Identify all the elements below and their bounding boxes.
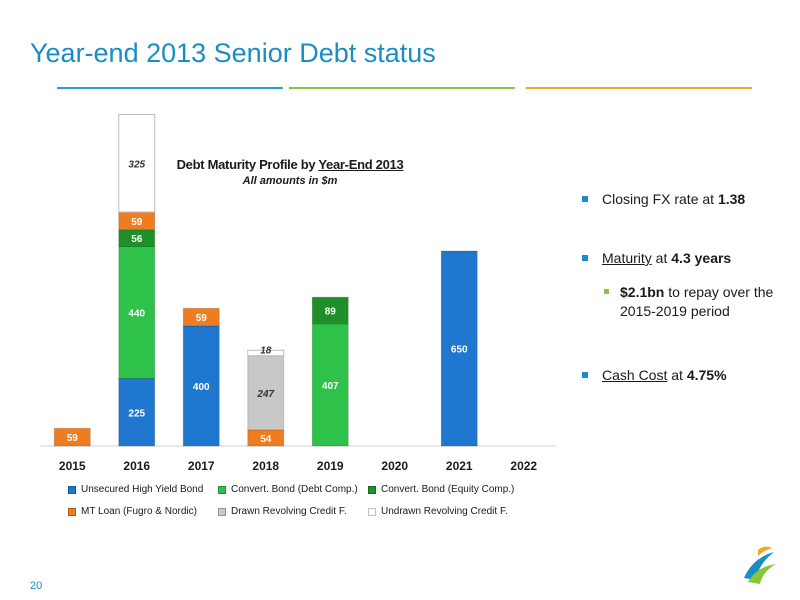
x-tick-label: 2022 bbox=[510, 459, 537, 473]
x-tick-label: 2019 bbox=[317, 459, 344, 473]
repay-amount: $2.1bn bbox=[620, 284, 665, 300]
chart-title: Debt Maturity Profile by Year-End 2013 bbox=[40, 157, 540, 172]
bar-segment bbox=[247, 349, 285, 357]
data-label: 89 bbox=[325, 307, 337, 318]
legend-item: Convert. Bond (Debt Comp.) bbox=[218, 484, 358, 495]
bar-segment bbox=[182, 307, 220, 327]
legend-item: MT Loan (Fugro & Nordic) bbox=[68, 506, 197, 517]
cash-cost-label: Cash Cost bbox=[602, 367, 668, 383]
repay-text: to repay over the 2015-2019 period bbox=[620, 284, 774, 319]
bar-segment bbox=[53, 427, 91, 447]
chart-title-prefix: Debt Maturity Profile by bbox=[176, 157, 319, 172]
bar-segment bbox=[440, 250, 478, 447]
chart-subtitle: All amounts in $m bbox=[242, 175, 338, 187]
data-label: 59 bbox=[131, 217, 143, 228]
bullet-fx-rate: Closing FX rate at 1.38 bbox=[582, 190, 745, 209]
legend-swatch bbox=[368, 507, 376, 516]
data-label: 225 bbox=[128, 408, 145, 419]
cash-cost-connector: at bbox=[667, 367, 687, 383]
title-rule-green bbox=[289, 87, 515, 89]
sub-bullet-repay: $2.1bn to repay over the 2015-2019 perio… bbox=[604, 283, 774, 321]
legend-label: Drawn Revolving Credit F. bbox=[231, 506, 347, 517]
legend-label: Unsecured High Yield Bond bbox=[81, 484, 204, 495]
bar-segment bbox=[247, 355, 285, 431]
legend-item: Drawn Revolving Credit F. bbox=[218, 506, 347, 517]
legend-swatch bbox=[218, 485, 226, 494]
maturity-connector: at bbox=[651, 250, 672, 266]
legend-item: Unsecured High Yield Bond bbox=[68, 484, 203, 495]
legend-item: Undrawn Revolving Credit F. bbox=[368, 506, 508, 517]
data-label: 59 bbox=[196, 313, 208, 324]
company-logo-icon bbox=[744, 546, 776, 584]
cash-cost-value: 4.75% bbox=[686, 367, 727, 383]
data-label: 59 bbox=[67, 433, 79, 444]
x-tick-label: 2015 bbox=[59, 459, 86, 473]
data-label: 407 bbox=[322, 381, 339, 392]
legend-item: Convert. Bond (Equity Comp.) bbox=[368, 484, 514, 495]
legend-label: Convert. Bond (Debt Comp.) bbox=[231, 484, 358, 495]
x-tick-label: 2020 bbox=[381, 459, 408, 473]
data-label: 440 bbox=[128, 309, 145, 320]
legend-swatch bbox=[368, 485, 376, 494]
maturity-label: Maturity bbox=[602, 250, 652, 266]
data-label: 325 bbox=[128, 159, 145, 170]
data-label: 54 bbox=[260, 434, 272, 445]
legend-swatch bbox=[68, 485, 76, 494]
bar-segment bbox=[182, 325, 220, 447]
x-tick-label: 2016 bbox=[123, 459, 150, 473]
sub-bullet-square-icon bbox=[604, 289, 609, 294]
bar-segment bbox=[118, 246, 156, 379]
bullet-square-icon bbox=[582, 196, 588, 202]
bullet-square-icon bbox=[582, 372, 588, 378]
bullet-cash-cost: Cash Cost at 4.75% bbox=[582, 366, 727, 385]
x-tick-label: 2018 bbox=[252, 459, 279, 473]
bullet-square-icon bbox=[582, 255, 588, 261]
legend-swatch bbox=[68, 507, 76, 516]
legend-label: Convert. Bond (Equity Comp.) bbox=[381, 484, 515, 495]
data-label: 56 bbox=[131, 234, 143, 245]
fx-rate-label: Closing FX rate at bbox=[602, 191, 718, 207]
data-label: 247 bbox=[256, 389, 274, 400]
title-rule-blue bbox=[57, 87, 283, 89]
legend-label: MT Loan (Fugro & Nordic) bbox=[81, 506, 197, 517]
fx-rate-value: 1.38 bbox=[717, 191, 746, 207]
page-number: 20 bbox=[30, 580, 43, 592]
x-tick-label: 2021 bbox=[446, 459, 473, 473]
slide-title: Year-end 2013 Senior Debt status bbox=[30, 38, 436, 68]
title-rule-orange bbox=[526, 87, 752, 89]
x-tick-label: 2017 bbox=[188, 459, 215, 473]
data-label: 18 bbox=[260, 346, 272, 357]
maturity-value: 4.3 years bbox=[671, 250, 732, 266]
legend-label: Undrawn Revolving Credit F. bbox=[381, 506, 508, 517]
bar-segment bbox=[118, 378, 156, 447]
chart-title-underlined: Year-End 2013 bbox=[318, 157, 404, 172]
bar-segment bbox=[311, 296, 349, 325]
data-label: 400 bbox=[193, 382, 210, 393]
bullet-maturity: Maturity at 4.3 years bbox=[582, 249, 731, 268]
legend-swatch bbox=[218, 507, 226, 516]
bar-segment bbox=[118, 114, 156, 213]
data-label: 650 bbox=[451, 345, 468, 356]
